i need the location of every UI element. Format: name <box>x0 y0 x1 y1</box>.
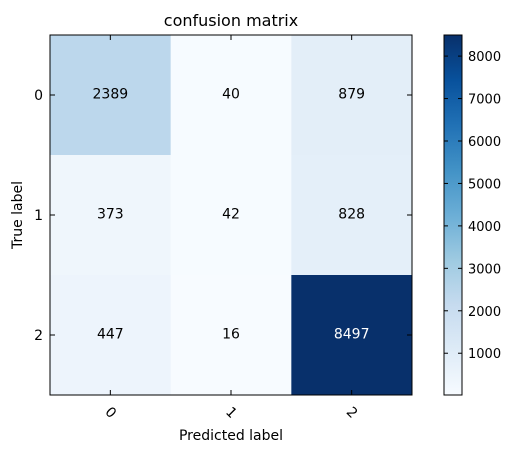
colorbar-tick-label-1: 2000 <box>468 305 501 320</box>
colorbar-tick-label-3: 4000 <box>468 220 501 235</box>
colorbar-tick-label-7: 8000 <box>468 50 501 65</box>
cell-value-1-0: 373 <box>97 207 124 223</box>
heatmap-cell-1-1 <box>170 155 292 276</box>
x-tick-label-1: 1 <box>222 404 240 422</box>
heatmap-cell-2-1 <box>170 275 292 396</box>
cell-value-2-2: 8497 <box>334 327 370 343</box>
colorbar-ticks: 1000 2000 3000 4000 5000 6000 7000 8000 <box>444 50 501 362</box>
y-tick-label-0: 0 <box>34 88 43 104</box>
y-axis-label: True label <box>10 181 26 250</box>
cell-value-1-1: 42 <box>222 207 240 223</box>
x-axis-label: Predicted label <box>179 428 283 444</box>
heatmap-cell-0-0 <box>50 35 172 156</box>
x-tick-label-2: 2 <box>343 404 361 422</box>
colorbar-tick-label-0: 1000 <box>468 347 501 362</box>
cell-value-0-1: 40 <box>222 87 240 103</box>
colorbar-tick-label-4: 5000 <box>468 177 501 192</box>
cell-value-2-0: 447 <box>97 327 124 343</box>
heatmap-cell-2-2 <box>291 275 413 396</box>
y-tick-labels: 0 1 2 <box>34 88 43 344</box>
heatmap-cell-0-1 <box>170 35 292 156</box>
heatmap-cell-labels: 2389 40 879 373 42 828 447 16 8497 <box>93 87 370 343</box>
colorbar-tick-label-5: 6000 <box>468 135 501 150</box>
heatmap-cell-1-0 <box>50 155 172 276</box>
cell-value-0-2: 879 <box>338 87 365 103</box>
y-tick-label-2: 2 <box>34 328 43 344</box>
cell-value-0-0: 2389 <box>93 87 129 103</box>
cell-value-1-2: 828 <box>338 207 365 223</box>
heatmap-cell-0-2 <box>291 35 413 156</box>
y-tick-label-1: 1 <box>34 208 43 224</box>
colorbar-tick-label-2: 3000 <box>468 262 501 277</box>
colorbar-tick-label-6: 7000 <box>468 93 501 108</box>
x-tick-label-0: 0 <box>102 404 120 422</box>
heatmap-cell-1-2 <box>291 155 413 276</box>
heatmap-cell-2-0 <box>50 275 172 396</box>
axis-ticks <box>50 35 412 395</box>
heatmap-cells <box>50 35 413 396</box>
cell-value-2-1: 16 <box>222 327 240 343</box>
x-tick-labels: 0 1 2 <box>102 404 361 422</box>
colorbar <box>443 34 463 396</box>
chart-title: confusion matrix <box>164 11 298 30</box>
